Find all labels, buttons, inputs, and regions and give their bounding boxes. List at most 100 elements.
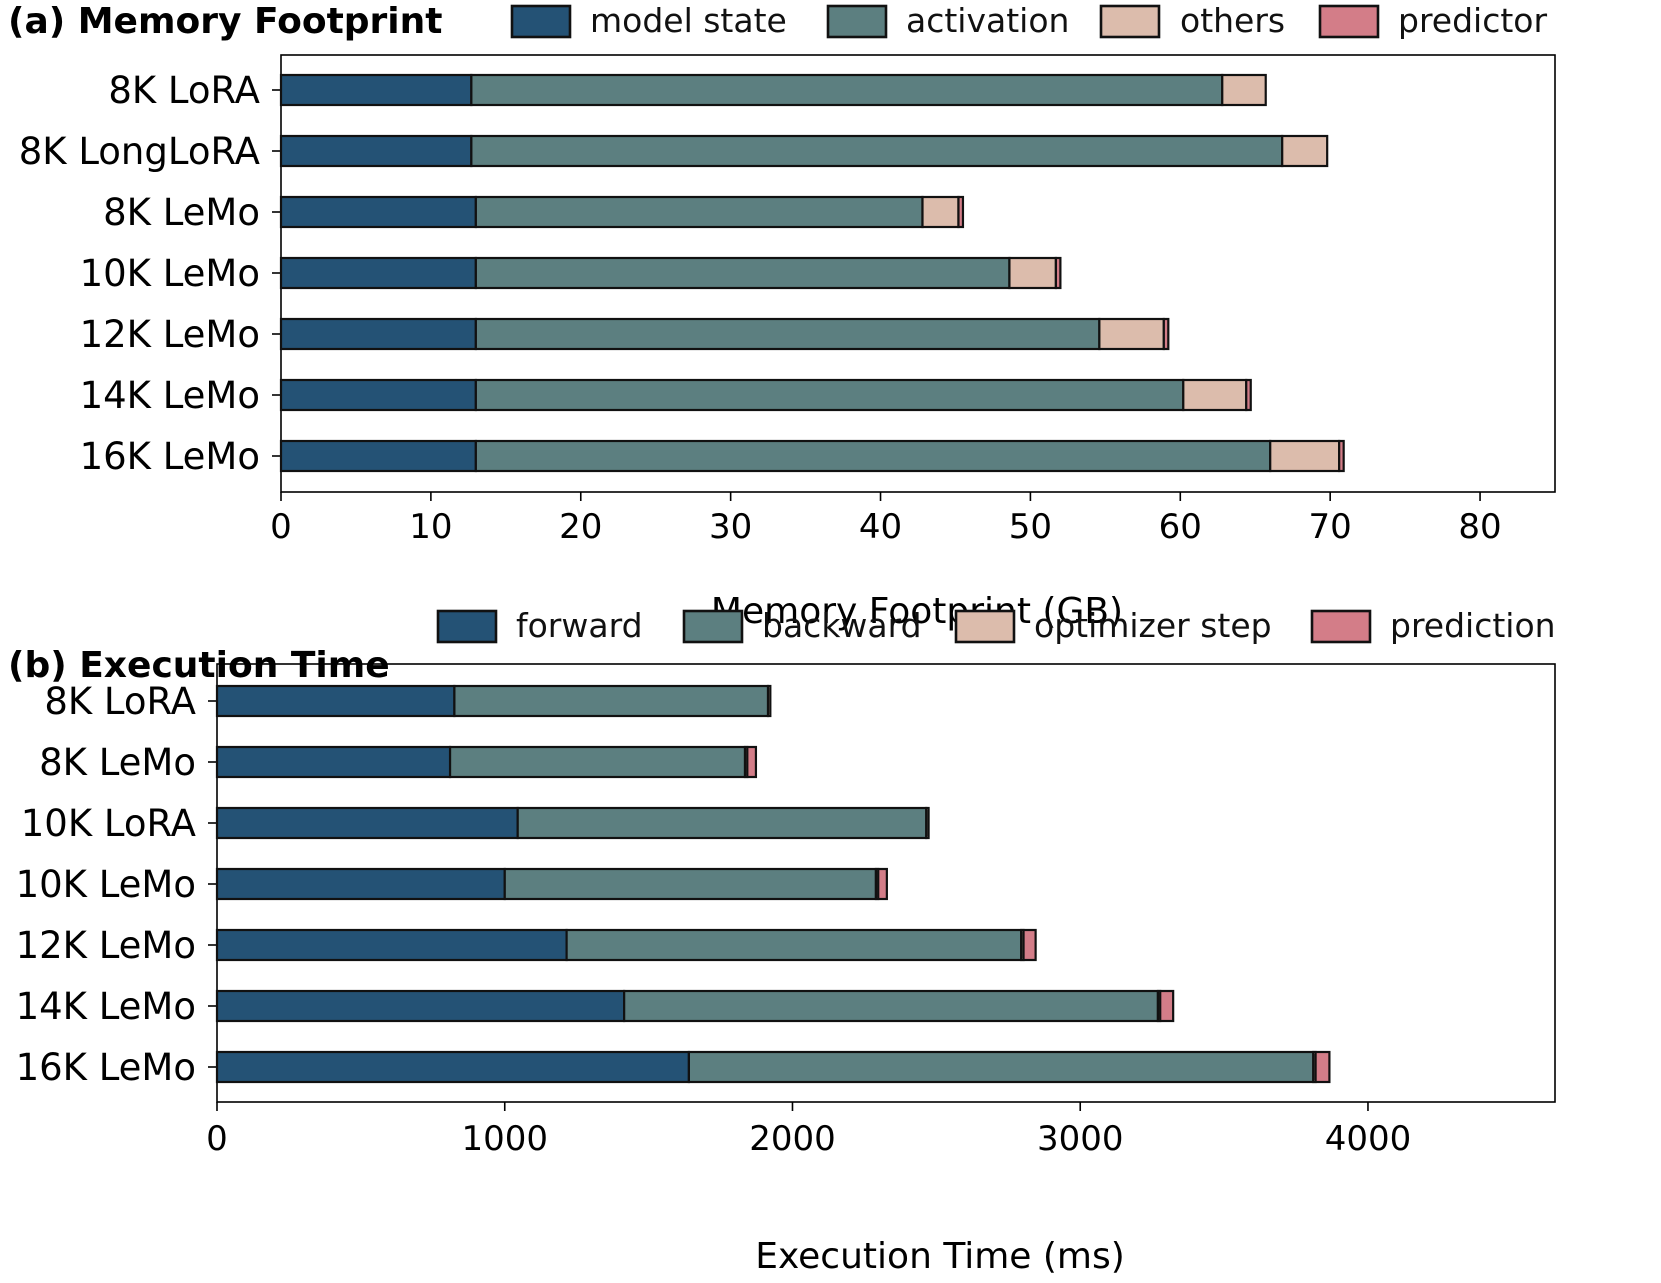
bar-activation [474,378,1185,412]
legend-swatch-prediction [1310,609,1372,644]
bar-forward [215,806,519,840]
plot-area-memory: 0 10 20 30 40 50 60 70 80 8K LoRA 8K LongLoRA 8K Le… [19,54,1556,547]
bar-backward [565,928,1023,962]
bar-others [1281,134,1329,168]
legend-label-optimizer-step: optimizer step [1034,606,1272,645]
bar-backward [503,867,878,901]
x-tick-label: 0 [270,507,292,547]
bar-model-state [279,134,473,168]
execution-time-panel: (b) Execution Time forward backward optimi… [8,606,1556,1277]
x-tick-label: 2000 [749,1119,836,1159]
memory-footprint-panel: (a) Memory Footprint model state activati… [8,1,1556,632]
bar-model-state [279,378,477,412]
category-label: 12K LeMo [16,924,196,967]
bar-model-state [279,195,477,229]
bar-backward [448,745,747,779]
category-label: 10K LeMo [16,863,196,906]
bar-others [1221,73,1267,107]
bar-model-state [279,73,473,107]
category-label: 8K LeMo [103,191,260,234]
x-tick-label: 0 [206,1119,228,1159]
bar-prediction [1022,928,1037,962]
bar-optimizer-step [766,684,772,718]
bar-optimizer-step [925,806,930,840]
legend-label-model-state: model state [590,1,787,40]
category-label: 8K LoRA [44,680,196,723]
bar-predictor [1245,378,1252,412]
category-label: 12K LeMo [80,313,260,356]
bar-forward [215,745,452,779]
bar-predictor [1054,256,1062,290]
x-tick-label: 3000 [1037,1119,1124,1159]
x-tick-label: 1000 [461,1119,548,1159]
bar-activation [474,195,924,229]
category-label: 16K LeMo [16,1046,196,1089]
legend-swatch-forward [436,609,498,644]
chart-title-execution: (b) Execution Time [8,645,390,686]
bar-predictor [957,195,965,229]
category-label: 8K LongLoRA [19,130,260,173]
legend-swatch-backward [682,609,744,644]
bar-forward [215,928,568,962]
category-label: 10K LoRA [21,802,196,845]
legend-swatch-predictor [1318,4,1380,39]
bar-others [1008,256,1057,290]
bar-activation [474,256,1011,290]
bar-backward [516,806,928,840]
bar-prediction [877,867,888,901]
category-label: 8K LeMo [39,741,196,784]
bar-prediction [1159,989,1175,1023]
category-label: 8K LoRA [108,69,260,112]
x-tick-label: 20 [559,507,602,547]
bar-predictor [1162,317,1170,351]
bar-prediction [1314,1050,1331,1084]
bar-forward [215,1050,690,1084]
legend-swatch-others [1099,4,1161,39]
category-label: 16K LeMo [80,435,260,478]
legend-label-backward: backward [762,606,922,645]
legend-swatch-activation [826,4,888,39]
legend-memory: model state activation others predictor [510,1,1547,40]
category-label: 14K LeMo [16,985,196,1028]
legend-execution: forward backward optimizer step prediction [436,606,1556,645]
bar-model-state [279,439,477,473]
bar-others [921,195,960,229]
category-label: 10K LeMo [80,252,260,295]
category-label: 14K LeMo [80,374,260,417]
x-tick-label: 70 [1309,507,1352,547]
bar-model-state [279,256,477,290]
legend-label-predictor: predictor [1398,1,1547,40]
legend-label-others: others [1180,1,1285,40]
x-tick-label: 10 [409,507,452,547]
bar-model-state [279,317,477,351]
bar-others [1182,378,1248,412]
bar-activation [474,317,1101,351]
legend-label-activation: activation [906,1,1069,40]
x-tick-label: 40 [859,507,902,547]
x-tick-label: 60 [1159,507,1202,547]
chart-title-memory: (a) Memory Footprint [8,1,442,42]
bar-activation [470,73,1224,107]
x-tick-label: 50 [1009,507,1052,547]
bar-backward [687,1050,1315,1084]
bar-predictor [1338,439,1345,473]
bar-forward [215,867,506,901]
bar-backward [453,684,770,718]
x-axis-label-execution: Execution Time (ms) [755,1236,1125,1277]
legend-swatch-optimizer-step [954,609,1016,644]
bar-others [1269,439,1341,473]
bar-forward [215,989,626,1023]
x-axis-label-memory: Memory Footprint (GB) [711,591,1123,632]
bar-others [1098,317,1165,351]
legend-label-forward: forward [516,606,643,645]
legend-swatch-model-state [510,4,572,39]
x-tick-label: 4000 [1325,1119,1412,1159]
x-tick-label: 30 [709,507,752,547]
bar-activation [474,439,1272,473]
bar-backward [623,989,1160,1023]
legend-label-prediction: prediction [1390,606,1556,645]
x-tick-label: 80 [1458,507,1501,547]
bar-forward [215,684,456,718]
bar-prediction [746,745,758,779]
